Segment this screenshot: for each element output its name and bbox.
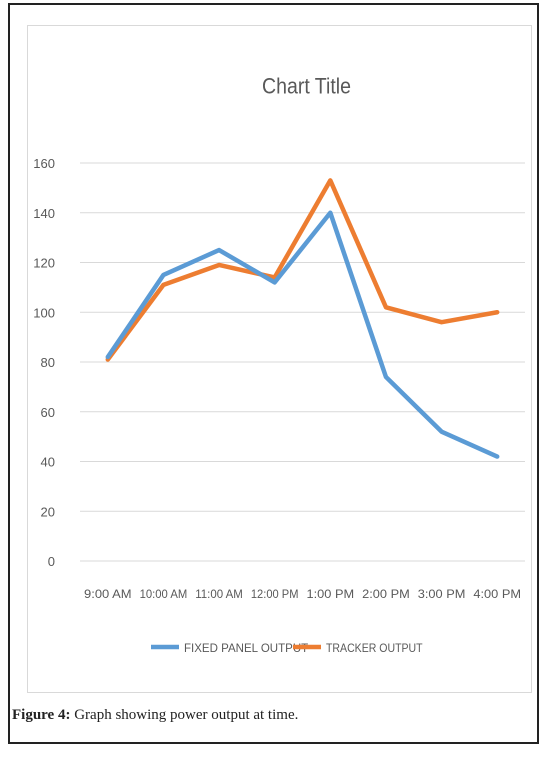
x-tick-label: 10:00 AM (140, 589, 188, 601)
line-chart: Chart Title 0 20 40 60 80 100 120 140 160 9:00 AM 1… (33, 74, 525, 655)
caption-label: Figure 4: (12, 707, 71, 723)
series-line-fixed-panel (105, 210, 500, 459)
x-tick-label: 3:00 PM (418, 589, 466, 601)
x-tick-label: 4:00 PM (473, 589, 521, 601)
chart-area: Chart Title 0 20 40 60 80 100 120 140 160 9:00 AM 1… (27, 25, 532, 693)
legend-fixed-panel-label: FIXED PANEL OUTPUT (184, 641, 309, 655)
x-tick-label: 12:00 PM (251, 589, 299, 601)
chart-title: Chart Title (262, 74, 351, 98)
figure-frame: Chart Title 0 20 40 60 80 100 120 140 160 9:00 AM 1… (8, 3, 539, 744)
y-tick-label: 100 (33, 305, 55, 320)
y-tick-label: 60 (41, 405, 55, 420)
y-tick-label: 20 (41, 504, 55, 519)
y-tick-label: 40 (41, 455, 55, 470)
legend-tracker-label: TRACKER OUTPUT (326, 641, 423, 655)
x-tick-label: 1:00 PM (307, 589, 355, 601)
y-tick-label: 160 (33, 156, 55, 171)
y-tick-label: 140 (33, 206, 55, 221)
y-tick-label: 80 (41, 355, 55, 370)
figure-caption: Figure 4: Graph showing power output at … (12, 707, 298, 724)
series-line-tracker (105, 178, 500, 362)
caption-text: Graph showing power output at time. (70, 707, 299, 723)
x-tick-label: 9:00 AM (84, 589, 132, 601)
y-tick-label: 0 (48, 554, 55, 569)
x-tick-label: 11:00 AM (195, 589, 243, 601)
x-tick-label: 2:00 PM (362, 589, 410, 601)
y-tick-label: 120 (33, 256, 55, 271)
